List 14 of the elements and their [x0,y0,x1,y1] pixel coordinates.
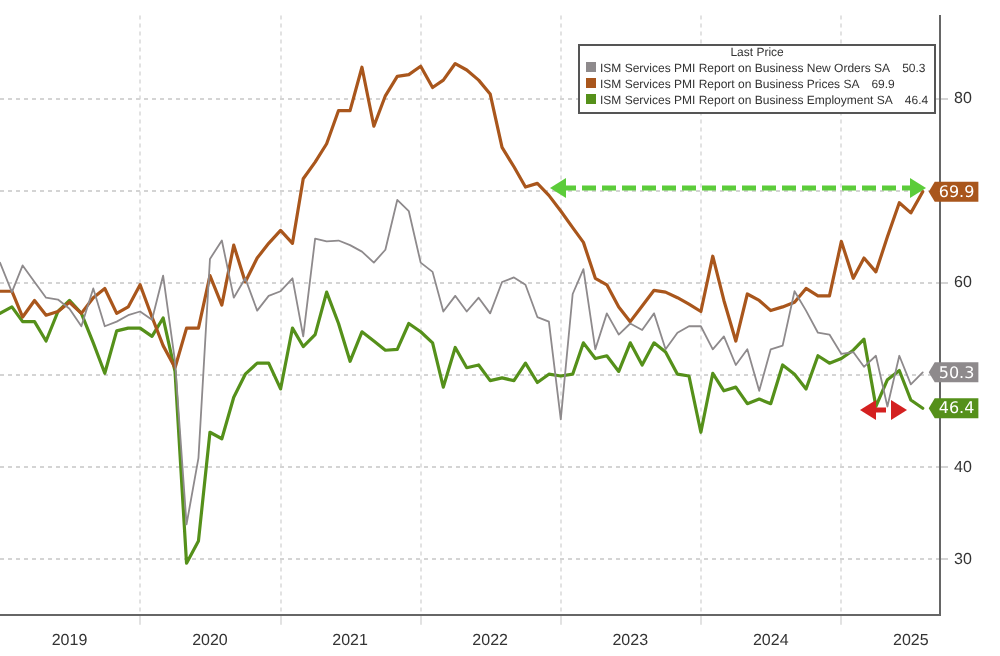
y-tick-label: 60 [954,273,973,292]
data-label: 50.3 [938,363,975,382]
y-tick-label: 30 [954,549,973,568]
x-tick-label: 2024 [752,630,790,649]
x-tick-label: 2019 [51,630,89,649]
y-tick-label: 40 [954,457,973,476]
x-tick-label: 2021 [332,630,369,649]
x-tick-label: 2023 [612,630,650,649]
x-tick-label: 2020 [192,630,229,649]
y-tick-label: 80 [954,88,973,107]
x-tick-label: 2022 [472,630,510,649]
x-tick-label: 2025 [893,630,930,649]
data-label: 46.4 [938,399,975,418]
data-label: 69.9 [938,182,975,201]
